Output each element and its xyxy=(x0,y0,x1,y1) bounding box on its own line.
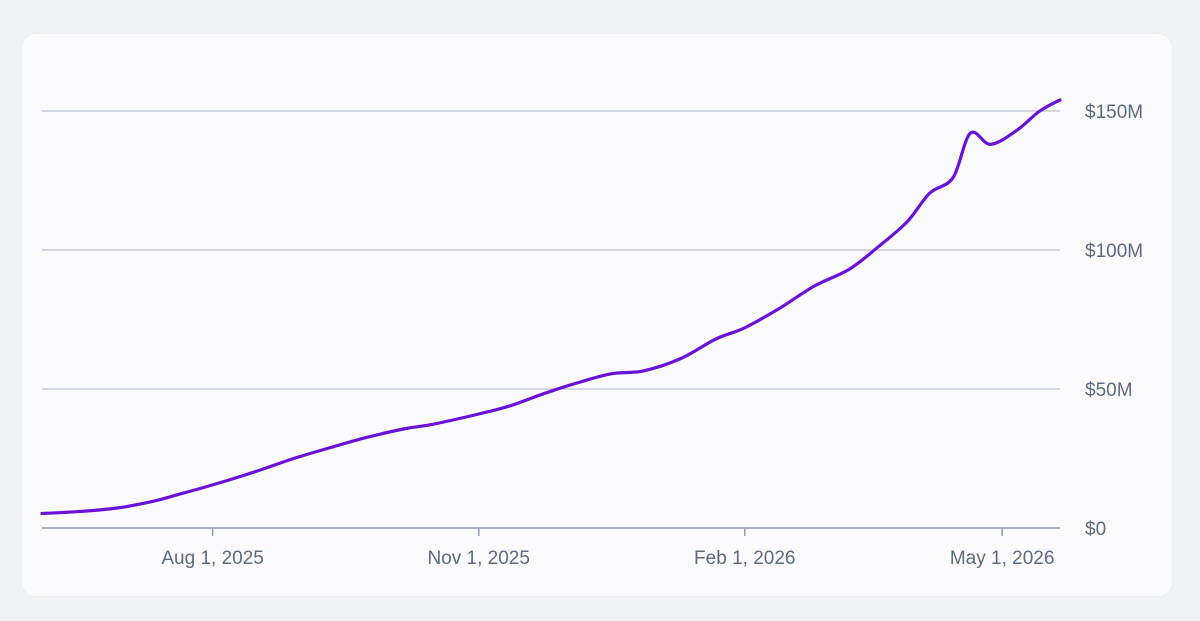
revenue-line-chart: Aug 1, 2025 Nov 1, 2025 Feb 1, 2026 May 1, … xyxy=(40,98,1143,569)
gridlines xyxy=(42,110,1060,390)
y-tick-label: $150M xyxy=(1085,102,1143,123)
x-tick-label: May 1, 2026 xyxy=(950,548,1055,569)
x-axis: Aug 1, 2025 Nov 1, 2025 Feb 1, 2026 May 1, … xyxy=(42,527,1060,569)
x-tick-label: Feb 1, 2026 xyxy=(694,548,795,569)
plot-area xyxy=(40,98,1062,516)
x-tick-label: Aug 1, 2025 xyxy=(161,548,263,569)
y-tick-label: $100M xyxy=(1085,241,1143,262)
chart-card: Aug 1, 2025 Nov 1, 2025 Feb 1, 2026 May 1, … xyxy=(22,34,1172,596)
series-line xyxy=(40,98,1062,516)
y-tick-label: $0 xyxy=(1085,519,1106,540)
y-tick-label: $50M xyxy=(1085,380,1133,401)
x-tick-label: Nov 1, 2025 xyxy=(427,548,529,569)
y-axis: $0 $50M $100M $150M xyxy=(1085,102,1143,540)
